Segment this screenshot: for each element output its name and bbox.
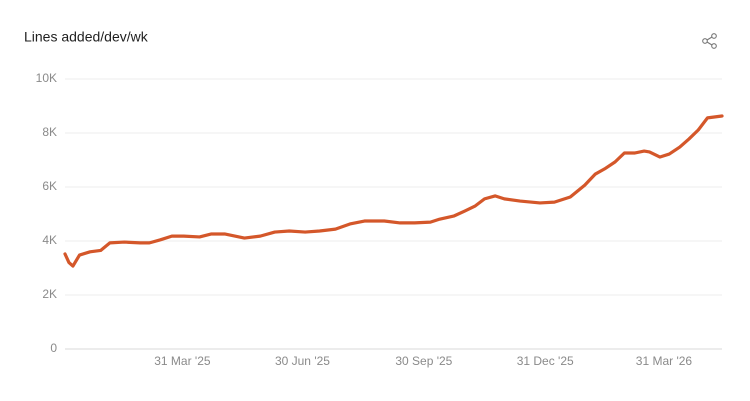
chart-title: Lines added/dev/wk bbox=[24, 29, 149, 45]
y-tick-label: 10K bbox=[36, 71, 57, 85]
y-tick-label: 4K bbox=[42, 233, 57, 247]
share-icon[interactable] bbox=[702, 33, 717, 49]
y-tick-label: 8K bbox=[42, 125, 57, 139]
x-tick-label: 31 Dec '25 bbox=[517, 354, 574, 368]
x-tick-label: 31 Mar '25 bbox=[154, 354, 211, 368]
data-line bbox=[63, 114, 724, 268]
x-tick-label: 31 Mar '26 bbox=[636, 354, 693, 368]
y-tick-label: 0 bbox=[50, 341, 57, 355]
y-tick-label: 2K bbox=[42, 287, 57, 301]
x-tick-label: 30 Sep '25 bbox=[395, 354, 452, 368]
y-tick-label: 6K bbox=[42, 179, 57, 193]
x-tick-label: 30 Jun '25 bbox=[275, 354, 330, 368]
